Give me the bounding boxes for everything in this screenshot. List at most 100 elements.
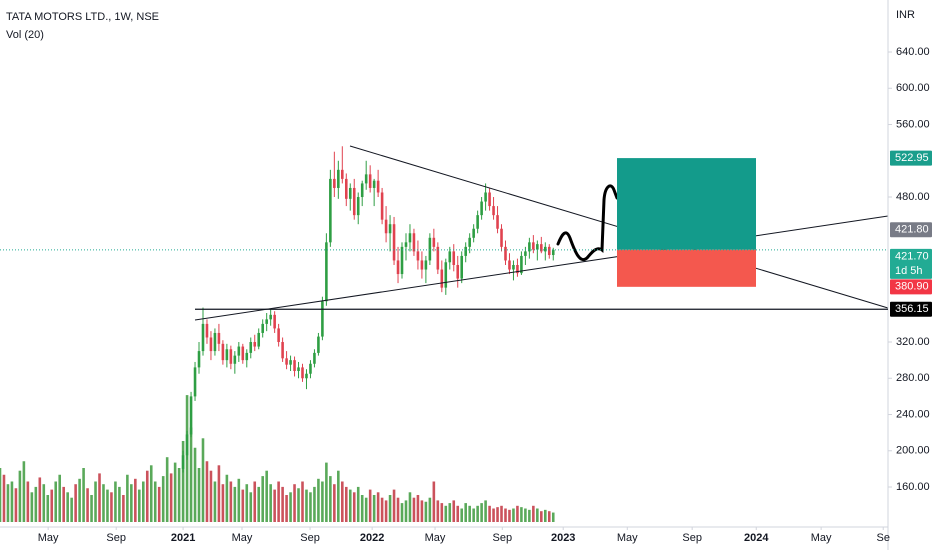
candle-body [265, 319, 268, 324]
candle-body [329, 178, 332, 243]
candle-body [436, 246, 440, 270]
hand-drawn-path [556, 184, 619, 261]
volume-bar [241, 489, 245, 522]
volume-bar [388, 495, 392, 522]
volume-bar [420, 500, 424, 522]
volume-bar [221, 484, 225, 522]
volume-bar [492, 508, 495, 522]
candle-body [356, 197, 360, 216]
x-tick-label: 2024 [744, 532, 769, 544]
candle-body [488, 192, 491, 207]
volume-bar [98, 473, 101, 522]
volume-bar [138, 489, 141, 522]
volume-bar [540, 511, 543, 522]
volume-bar [82, 468, 85, 522]
volume-bar [321, 481, 324, 522]
candle-body [396, 260, 400, 275]
volume-bar [404, 500, 408, 522]
volume-bar [110, 492, 113, 522]
candle-body [551, 249, 555, 256]
y-tick-label: 200.00 [896, 445, 930, 457]
candle-body [372, 180, 376, 188]
volume-bar [153, 481, 157, 522]
candle-body [297, 367, 300, 372]
volume-bar [197, 468, 201, 522]
candle-body [508, 260, 511, 270]
candle-body [520, 255, 523, 274]
volume-bar [74, 484, 77, 522]
y-tick-label: 480.00 [896, 191, 930, 203]
volume-bar [130, 484, 133, 522]
volume-bar [432, 481, 436, 522]
price-label-box [890, 150, 932, 166]
volume-bar [528, 509, 531, 522]
volume-bar [460, 508, 464, 522]
candle-body [313, 352, 316, 364]
volume-bar [46, 495, 50, 522]
volume-bar [141, 481, 145, 522]
candle-body [480, 201, 483, 216]
candle-body [376, 180, 380, 193]
candle-body [452, 251, 456, 265]
candle-body [325, 242, 328, 302]
volume-bar [229, 481, 233, 522]
volume-bar [344, 486, 348, 522]
volume-bar [396, 497, 400, 522]
volume-bar [233, 486, 237, 522]
price-label-box [890, 301, 932, 317]
candle-body [500, 228, 503, 247]
volume-bar [376, 492, 380, 522]
volume-bar [325, 462, 328, 522]
candle-body [380, 192, 384, 220]
volume-bar [424, 501, 428, 522]
candle-body [444, 262, 448, 288]
candle-body [360, 183, 364, 198]
candle-body [464, 246, 467, 256]
volume-label: Vol (20) [6, 29, 44, 41]
candle-body [321, 301, 324, 337]
candle-body [528, 242, 531, 252]
price-pane [181, 146, 555, 473]
candle-body [516, 264, 519, 274]
candle-body [249, 342, 253, 353]
x-tick-label: May [811, 532, 832, 544]
volume-bar [536, 508, 539, 522]
x-tick-label: Sep [300, 532, 320, 544]
candle-body [293, 360, 296, 372]
candle-body [388, 224, 392, 234]
volume-bar [448, 503, 452, 522]
volume-bar [265, 470, 268, 522]
candle-body [532, 242, 535, 250]
candle-body [221, 343, 225, 361]
volume-bar [297, 488, 300, 522]
candle-body [305, 373, 308, 379]
volume-bar [118, 486, 121, 522]
price-label: 421.70 [895, 250, 929, 262]
candle-body [217, 332, 221, 344]
y-tick-label: 320.00 [896, 336, 930, 348]
volume-bar [205, 461, 209, 522]
x-tick-label: Sep [682, 532, 702, 544]
volume-bar [512, 508, 515, 522]
volume-bar [484, 500, 487, 522]
volume-bar [356, 486, 360, 522]
volume-bar [468, 505, 471, 522]
candle-body [416, 251, 420, 261]
volume-bar [26, 481, 30, 522]
volume-bar [70, 497, 73, 522]
candle-body [237, 346, 241, 356]
volume-bar [245, 484, 249, 522]
volume-bar [134, 478, 137, 522]
volume-bar [253, 481, 257, 522]
volume-bar [38, 477, 42, 522]
volume-bar [78, 478, 81, 522]
volume-bar [436, 500, 440, 522]
volume-bar [277, 481, 280, 522]
volume-bar [209, 470, 213, 522]
volume-bar [173, 462, 177, 522]
candle-body [185, 434, 189, 456]
candle-body [408, 233, 412, 243]
candle-body [540, 244, 543, 252]
